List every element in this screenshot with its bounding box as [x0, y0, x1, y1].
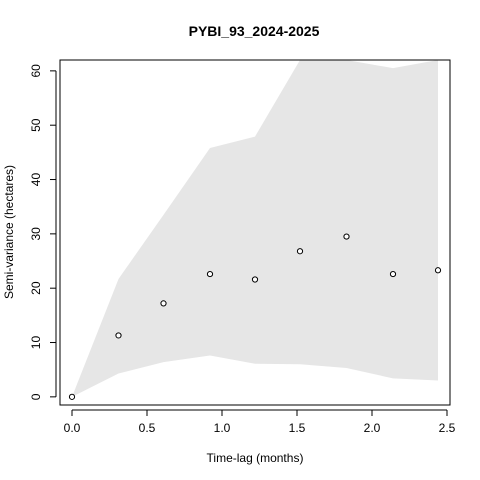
data-point [115, 332, 122, 339]
data-point [343, 233, 350, 240]
x-tick-label: 2.5 [439, 421, 456, 435]
y-tick-label: 20 [29, 281, 43, 295]
chart-title: PYBI_93_2024-2025 [189, 23, 320, 39]
y-tick-label: 60 [29, 64, 43, 78]
y-tick-label: 0 [29, 393, 43, 400]
data-point [251, 276, 259, 283]
x-tick-label: 2.0 [364, 421, 381, 435]
data-point [434, 267, 442, 274]
data-point [206, 270, 214, 278]
x-axis: 0.0 0.5 1.0 1.5 2.0 2.5 [64, 409, 456, 435]
confidence-band [72, 60, 438, 397]
y-tick-label: 40 [29, 173, 43, 187]
x-tick-label: 1.0 [214, 421, 231, 435]
y-axis: 0 10 20 30 40 50 60 [29, 64, 57, 400]
data-point [389, 270, 397, 278]
data-point [160, 300, 167, 307]
data-point [296, 248, 304, 255]
x-tick-label: 0.5 [139, 421, 156, 435]
confidence-band-area [72, 60, 438, 397]
y-axis-label: Semi-variance (hectares) [2, 165, 16, 299]
y-tick-label: 30 [29, 227, 43, 241]
data-point [68, 393, 76, 400]
plot-frame [59, 59, 451, 406]
x-tick-label: 1.5 [289, 421, 306, 435]
y-tick-label: 10 [29, 336, 43, 350]
x-tick-label: 0.0 [64, 421, 81, 435]
data-points [68, 233, 442, 400]
y-tick-label: 50 [29, 118, 43, 132]
x-axis-label: Time-lag (months) [207, 451, 304, 465]
